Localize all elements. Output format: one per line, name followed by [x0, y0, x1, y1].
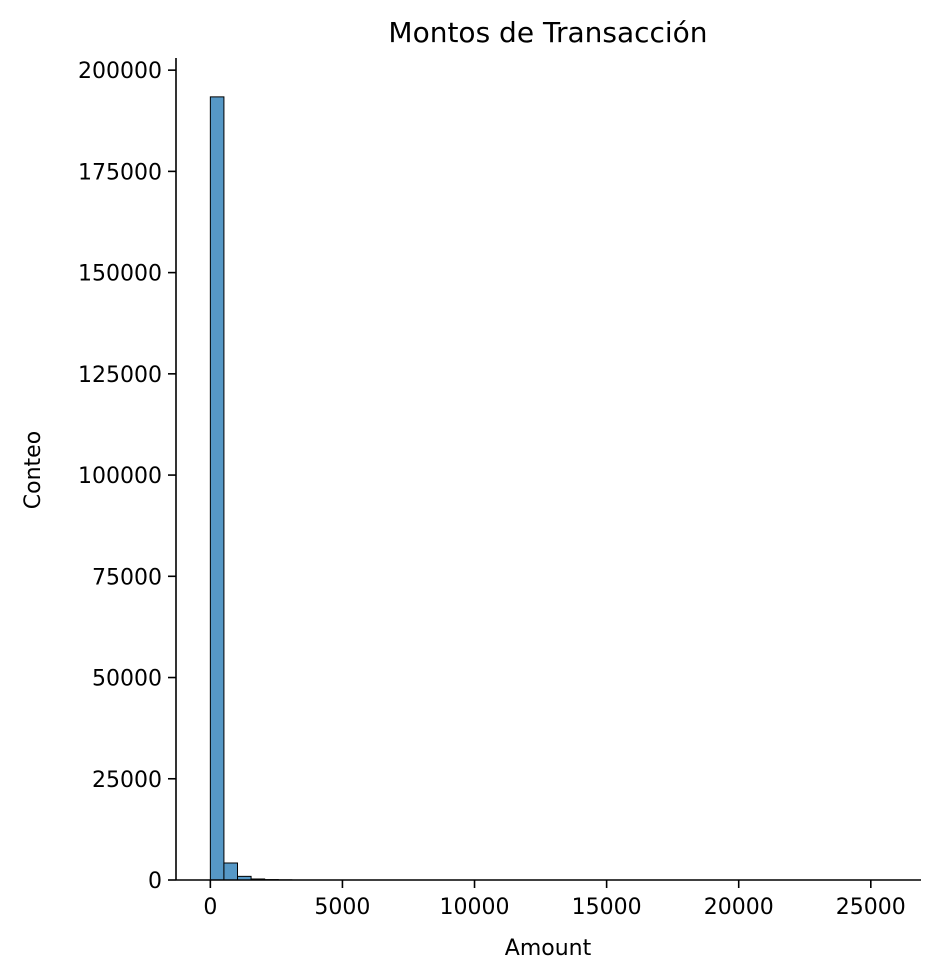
bars-group	[209, 96, 293, 881]
x-tick-label: 15000	[572, 895, 642, 920]
x-axis-title: Amount	[505, 936, 592, 961]
y-tick-label: 25000	[92, 768, 162, 793]
y-tick-label: 0	[148, 869, 162, 894]
x-tick-label: 25000	[836, 895, 906, 920]
x-tick-label: 0	[203, 895, 217, 920]
y-tick-label: 125000	[78, 363, 162, 388]
histogram-bar-1	[223, 862, 239, 881]
x-axis-ticks: 0 5000 10000 15000 20000 25000	[203, 880, 906, 920]
histogram-bar-0	[209, 96, 225, 881]
y-tick-label: 175000	[78, 160, 162, 185]
y-axis-title: Conteo	[21, 431, 46, 509]
y-tick-label: 100000	[78, 464, 162, 489]
x-tick-label: 5000	[314, 895, 370, 920]
y-tick-label: 150000	[78, 262, 162, 287]
x-tick-label: 10000	[440, 895, 510, 920]
y-tick-label: 50000	[92, 667, 162, 692]
x-tick-label: 20000	[704, 895, 774, 920]
y-tick-label: 200000	[78, 59, 162, 84]
y-tick-label: 75000	[92, 565, 162, 590]
y-axis-ticks: 0 25000 50000 75000 100000 125000 150000 175000…	[78, 59, 176, 894]
chart-title: Montos de Transacción	[388, 16, 707, 49]
